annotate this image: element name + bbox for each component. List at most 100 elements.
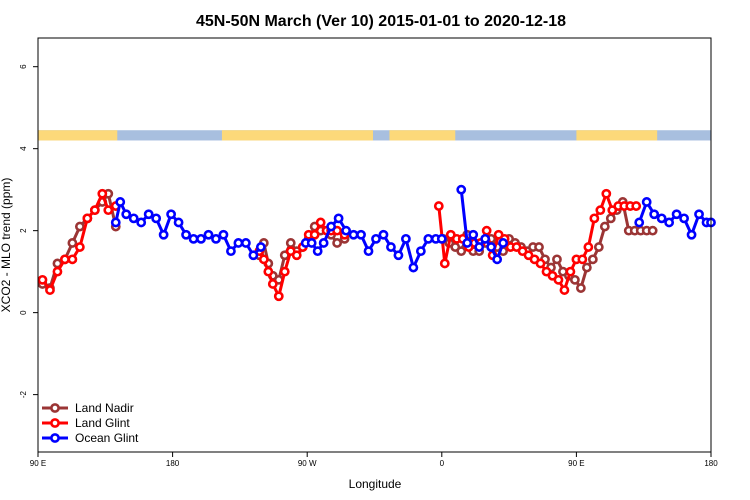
data-point-land-nadir — [67, 238, 78, 248]
plot-frame — [37, 37, 712, 453]
data-point-ocean-glint — [393, 250, 404, 261]
data-point-ocean-glint — [649, 209, 660, 220]
data-point-ocean-glint — [462, 238, 473, 248]
data-point-land-nadir — [332, 238, 343, 248]
data-point-land-glint — [279, 266, 290, 277]
data-point-ocean-glint — [634, 217, 645, 228]
data-point-ocean-glint — [415, 246, 426, 257]
data-point-ocean-glint — [255, 242, 266, 252]
data-point-land-glint — [559, 285, 570, 295]
y-tick-label: 6 — [19, 64, 28, 69]
data-point-land-glint — [433, 201, 444, 211]
y-axis-label: XCO2 - MLO trend (ppm) — [0, 178, 13, 313]
data-point-ocean-glint — [348, 229, 359, 240]
data-point-ocean-glint — [166, 209, 177, 220]
legend-swatch-marker — [50, 433, 60, 443]
data-point-land-nadir — [534, 242, 544, 252]
data-point-ocean-glint — [363, 246, 374, 257]
data-point-land-glint — [52, 266, 63, 277]
data-point-land-glint — [267, 279, 278, 289]
legend-item-ocean-glint: Ocean Glint — [42, 431, 139, 445]
data-point-ocean-glint — [671, 209, 682, 220]
data-point-ocean-glint — [181, 229, 191, 240]
data-point-ocean-glint — [203, 229, 214, 240]
data-point-land-glint — [589, 213, 600, 224]
data-point-ocean-glint — [686, 229, 697, 240]
chart-title: 45N-50N March (Ver 10) 2015-01-01 to 202… — [196, 13, 566, 30]
legend-label: Land Glint — [75, 416, 130, 430]
data-point-ocean-glint — [333, 213, 344, 224]
data-point-ocean-glint — [656, 213, 667, 224]
legend-swatch-marker — [50, 403, 60, 413]
land-band — [389, 130, 456, 141]
land-band — [38, 130, 118, 141]
data-point-land-nadir — [74, 221, 85, 232]
data-point-ocean-glint — [326, 221, 337, 232]
ocean-band — [38, 130, 711, 141]
data-point-ocean-glint — [341, 225, 351, 236]
data-point-ocean-glint — [115, 197, 126, 207]
data-point-land-nadir — [552, 254, 562, 265]
data-point-land-glint — [89, 205, 100, 216]
data-point-land-glint — [631, 201, 642, 211]
x-tick-label: 90 E — [568, 459, 584, 468]
plot-area — [37, 37, 716, 453]
y-tick-label: 0 — [19, 310, 28, 315]
data-point-land-glint — [258, 254, 269, 265]
data-point-land-nadir — [581, 262, 592, 273]
data-point-ocean-glint — [240, 238, 251, 248]
series-land-nadir — [37, 188, 658, 293]
y-tick-label: 2 — [19, 228, 28, 233]
data-point-land-nadir — [285, 238, 296, 248]
data-point-ocean-glint — [498, 238, 509, 248]
data-point-ocean-glint — [211, 233, 221, 244]
data-point-ocean-glint — [121, 209, 132, 220]
data-point-ocean-glint — [356, 229, 366, 240]
data-point-ocean-glint — [188, 233, 199, 244]
data-point-ocean-glint — [218, 229, 229, 240]
data-point-land-glint — [315, 217, 326, 228]
y-axis: -2 0 2 4 6 — [19, 64, 38, 398]
data-point-ocean-glint — [401, 233, 411, 244]
data-point-ocean-glint — [408, 262, 419, 273]
land-ocean-strip — [38, 130, 711, 141]
data-point-land-glint — [37, 274, 48, 285]
data-point-ocean-glint — [423, 233, 434, 244]
data-point-ocean-glint — [456, 184, 467, 195]
data-point-land-nadir — [575, 283, 586, 293]
y-tick-label: -2 — [19, 391, 28, 399]
data-point-ocean-glint — [306, 238, 317, 248]
data-point-land-glint — [82, 213, 93, 224]
data-point-ocean-glint — [128, 213, 139, 224]
data-point-land-glint — [535, 258, 546, 269]
data-point-ocean-glint — [196, 233, 206, 244]
data-point-land-glint — [60, 254, 70, 265]
x-axis: 90 E 180 90 W 0 90 E 180 — [30, 452, 718, 468]
data-point-ocean-glint — [233, 238, 244, 248]
y-tick-label: 4 — [19, 146, 28, 151]
x-tick-label: 90 W — [298, 459, 317, 468]
data-point-ocean-glint — [136, 217, 147, 228]
data-point-land-glint — [439, 258, 450, 269]
data-point-ocean-glint — [312, 246, 323, 257]
land-band — [221, 130, 374, 141]
data-point-land-glint — [291, 250, 302, 261]
data-point-land-glint — [595, 205, 606, 216]
data-point-land-glint — [577, 254, 588, 265]
data-point-land-glint — [263, 266, 274, 277]
x-tick-label: 180 — [704, 459, 718, 468]
data-point-land-nadir — [587, 254, 598, 265]
data-point-ocean-glint — [110, 217, 121, 228]
land-band — [576, 130, 658, 141]
legend-label: Land Nadir — [75, 401, 134, 415]
data-point-ocean-glint — [386, 242, 396, 252]
data-point-land-glint — [565, 266, 576, 277]
data-point-ocean-glint — [226, 246, 236, 257]
data-point-ocean-glint — [664, 217, 675, 228]
data-point-ocean-glint — [641, 197, 652, 207]
data-point-land-glint — [583, 242, 594, 252]
data-point-land-nadir — [605, 213, 616, 224]
data-point-ocean-glint — [158, 229, 169, 240]
data-point-land-nadir — [570, 274, 580, 285]
